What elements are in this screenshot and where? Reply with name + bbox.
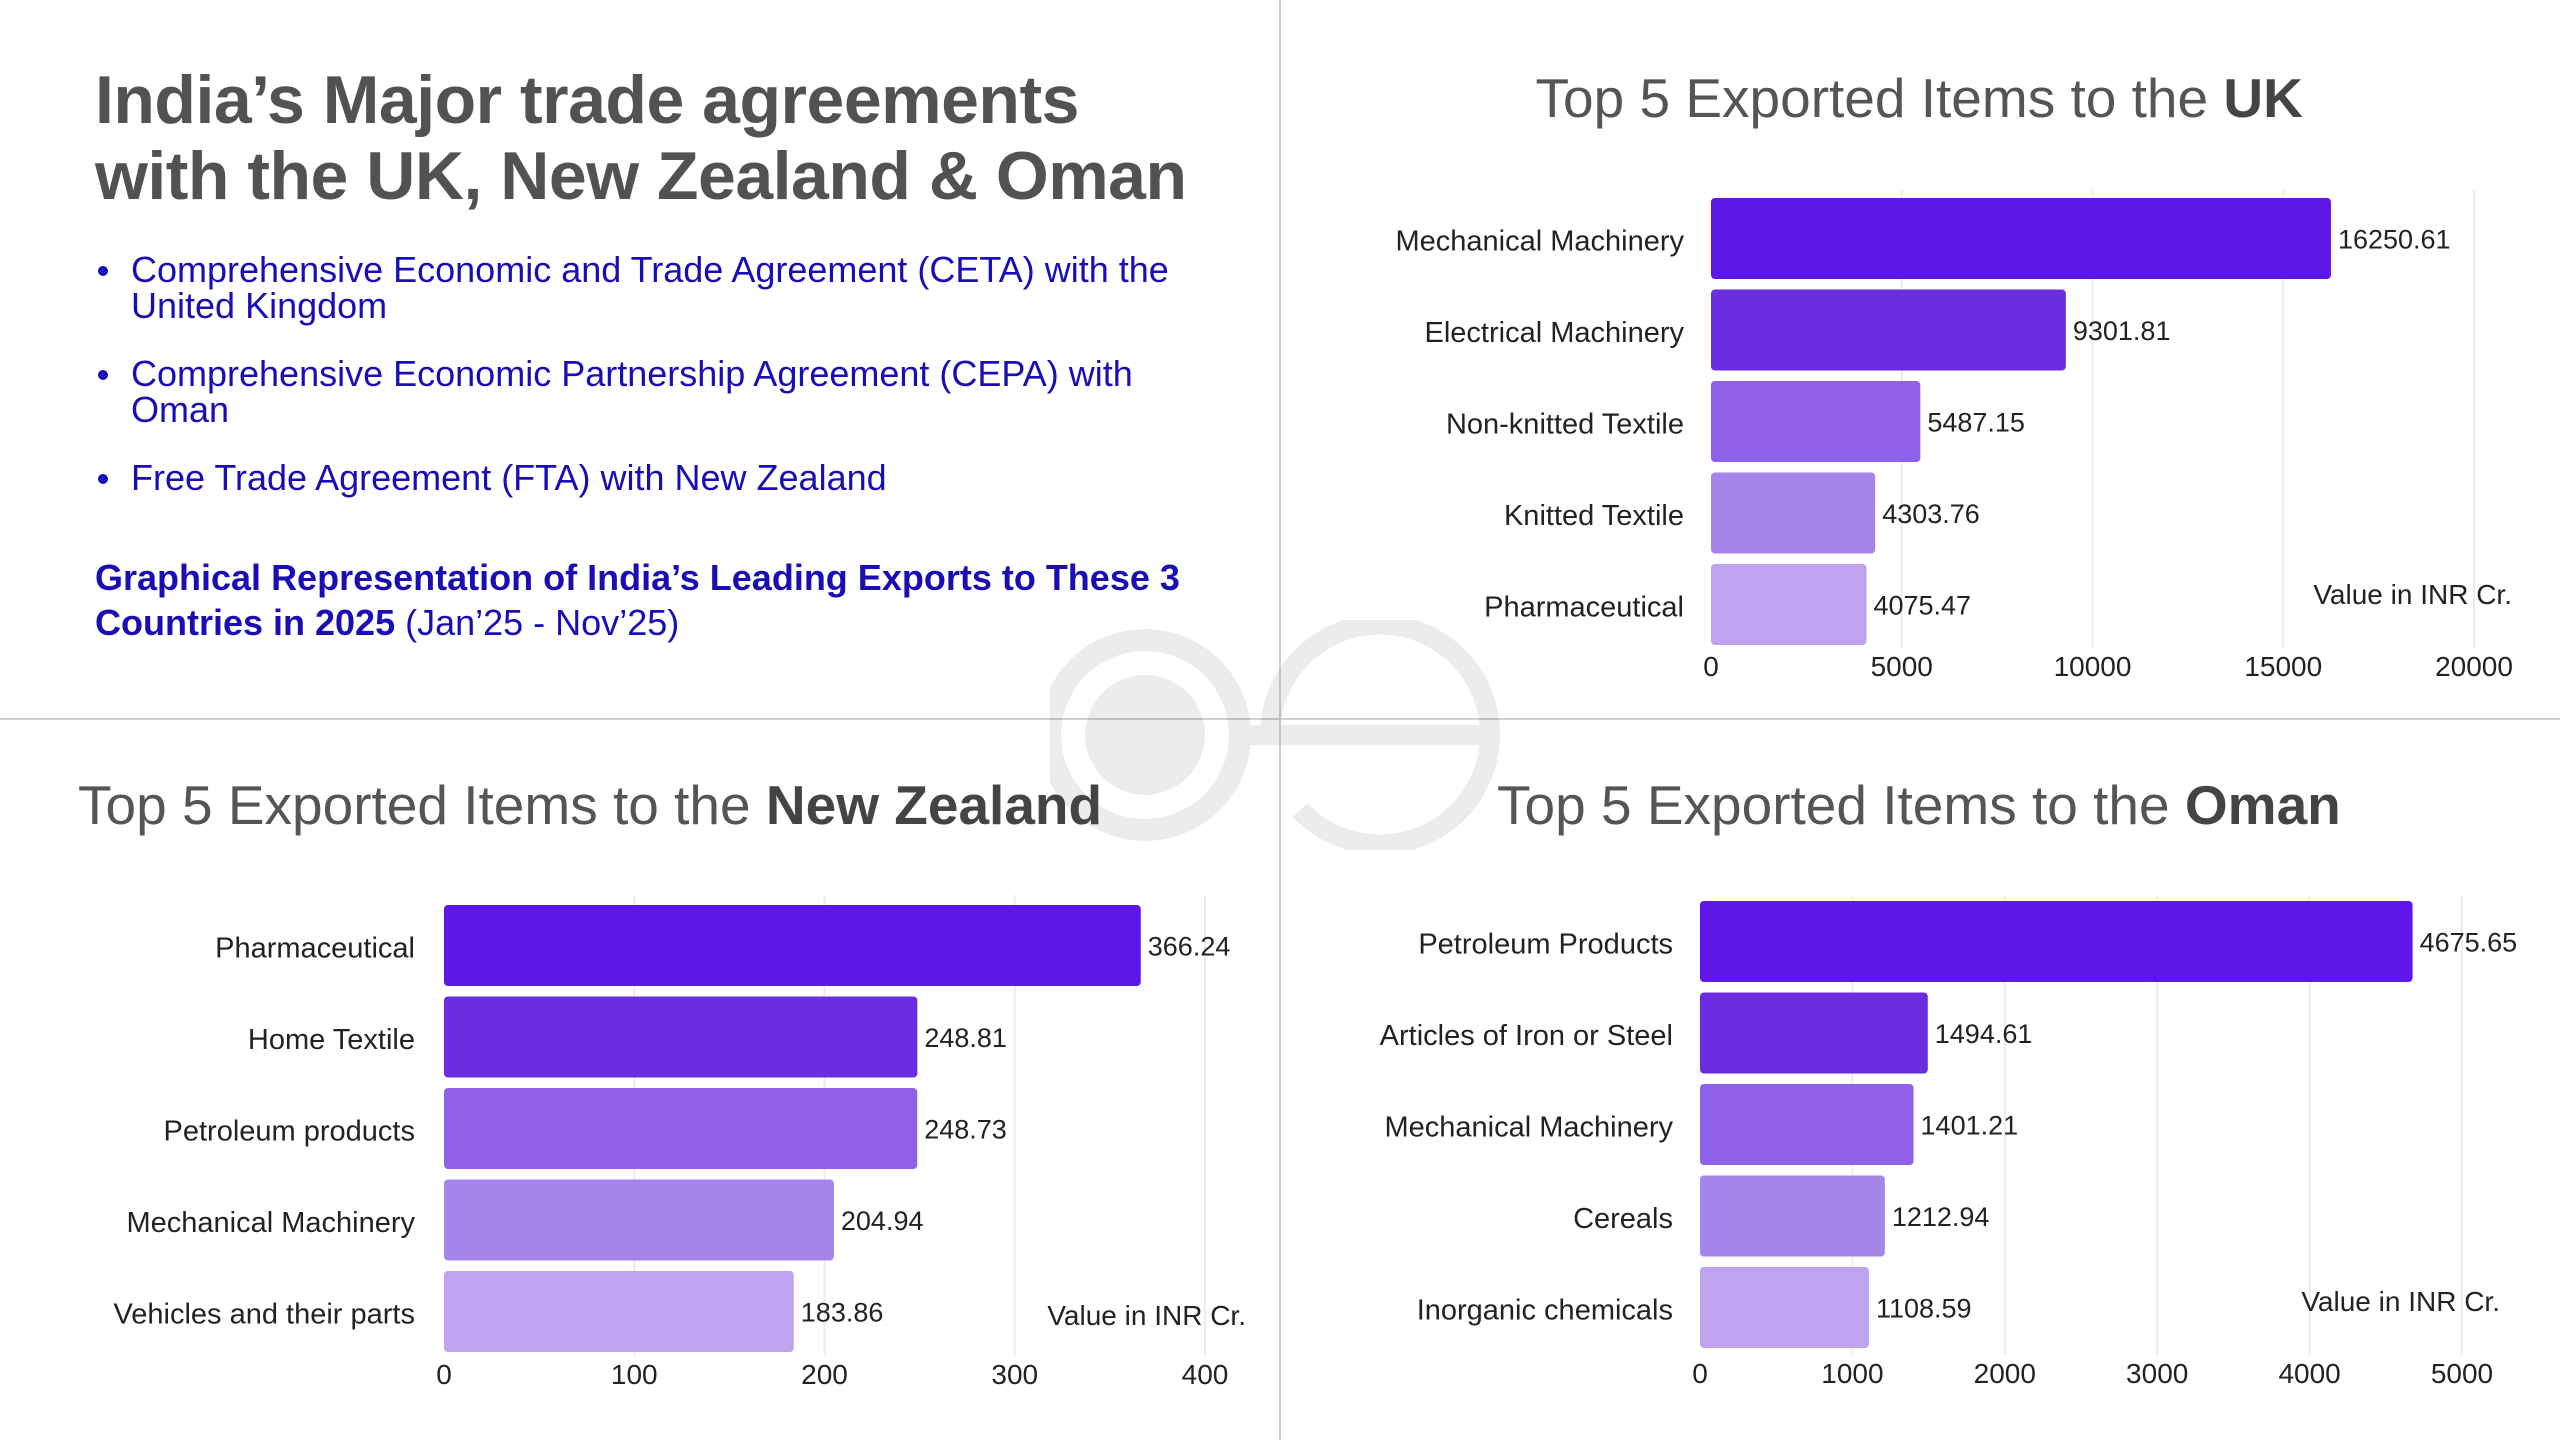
chart-title-prefix: Top 5 Exported Items to the [78,774,766,836]
data-label: 204.94 [841,1206,924,1236]
x-tick-label: 2000 [1974,1358,2036,1389]
data-label: 4303.76 [1882,499,1980,529]
data-label: 1494.61 [1935,1019,2033,1049]
data-label: 248.73 [924,1115,1007,1145]
bar [1711,564,1867,645]
agreement-item-nz: Free Trade Agreement (FTA) with New Zeal… [96,460,1216,496]
chart-title-prefix: Top 5 Exported Items to the [1497,774,2185,836]
category-label: Cereals [1573,1203,1673,1235]
bar [444,996,918,1078]
category-label: Mechanical Machinery [1384,1112,1673,1144]
x-tick-label: 10000 [2054,651,2132,682]
category-label: Pharmaceutical [1484,592,1684,624]
data-label: 4675.65 [2420,928,2518,958]
x-tick-label: 5000 [1871,651,1933,682]
chart-title-country: New Zealand [765,774,1103,836]
data-label: 1401.21 [1921,1111,2019,1141]
data-label: 4075.47 [1873,591,1971,621]
bar [1711,289,2066,371]
data-label: 1212.94 [1892,1202,1990,1232]
bar [1700,1175,1885,1257]
bar [444,1088,918,1169]
bar [1711,198,2331,279]
page-title: India’s Major trade agreements with the … [95,62,1187,214]
chart-title-nz: Top 5 Exported Items to the New Zealand [78,773,1102,837]
data-label: 9301.81 [2073,316,2171,346]
bar [444,1179,834,1261]
unit-label: Value in INR Cr. [1047,1300,1246,1331]
data-label: 1108.59 [1876,1294,1972,1324]
charts-subtitle: Graphical Representation of India’s Lead… [95,555,1275,645]
category-label: Articles of Iron or Steel [1380,1020,1673,1052]
chart-title-prefix: Top 5 Exported Items to the [1535,67,2224,129]
x-tick-label: 4000 [2278,1358,2340,1389]
x-tick-label: 0 [436,1359,452,1390]
horizontal-divider [0,718,2560,720]
category-label: Non-knitted Textile [1446,409,1684,441]
category-label: Knitted Textile [1504,500,1684,532]
x-tick-label: 5000 [2431,1358,2493,1389]
bar [1700,1084,1914,1165]
x-tick-label: 3000 [2126,1358,2188,1389]
vertical-divider [1279,0,1281,1440]
x-tick-label: 0 [1703,651,1719,682]
bar [1700,992,1928,1074]
bar [444,905,1141,986]
chart-title-country: UK [2223,67,2303,129]
x-tick-label: 1000 [1821,1358,1883,1389]
unit-label: Value in INR Cr. [2301,1286,2500,1317]
bar [1711,472,1876,554]
bar [1700,1267,1869,1348]
category-label: Mechanical Machinery [126,1207,415,1239]
title-line-2: with the UK, New Zealand & Oman [95,138,1187,214]
bar [444,1271,794,1352]
data-label: 366.24 [1148,932,1231,962]
chart-title-uk: Top 5 Exported Items to the UK [1536,66,2303,130]
category-label: Electrical Machinery [1425,317,1685,349]
data-label: 248.81 [924,1023,1007,1053]
chart-title-oman: Top 5 Exported Items to the Oman [1497,773,2341,837]
agreement-item-uk: Comprehensive Economic and Trade Agreeme… [96,252,1216,324]
subtitle-period: (Jan’25 - Nov’25) [405,602,680,643]
agreements-list: Comprehensive Economic and Trade Agreeme… [96,252,1216,528]
category-label: Petroleum Products [1418,929,1673,961]
unit-label: Value in INR Cr. [2313,579,2512,610]
category-label: Inorganic chemicals [1417,1295,1673,1327]
x-tick-label: 100 [611,1359,658,1390]
agreement-item-oman: Comprehensive Economic Partnership Agree… [96,356,1216,428]
x-tick-label: 200 [801,1359,848,1390]
x-tick-label: 15000 [2244,651,2322,682]
chart-title-country: Oman [2184,774,2341,836]
category-label: Vehicles and their parts [114,1299,415,1331]
category-label: Petroleum products [164,1116,415,1148]
bar [1711,381,1921,462]
x-tick-label: 400 [1182,1359,1229,1390]
data-label: 183.86 [801,1298,884,1328]
category-label: Pharmaceutical [215,933,415,965]
title-line-1: India’s Major trade agreements [95,62,1079,138]
data-label: 16250.61 [2338,225,2451,255]
bar [1700,901,2413,982]
subtitle-bold: Graphical Representation of India’s Lead… [95,557,1180,643]
category-label: Home Textile [248,1024,415,1056]
category-label: Mechanical Machinery [1395,226,1684,258]
x-tick-label: 0 [1692,1358,1708,1389]
data-label: 5487.15 [1927,408,2025,438]
x-tick-label: 300 [991,1359,1038,1390]
x-tick-label: 20000 [2435,651,2513,682]
